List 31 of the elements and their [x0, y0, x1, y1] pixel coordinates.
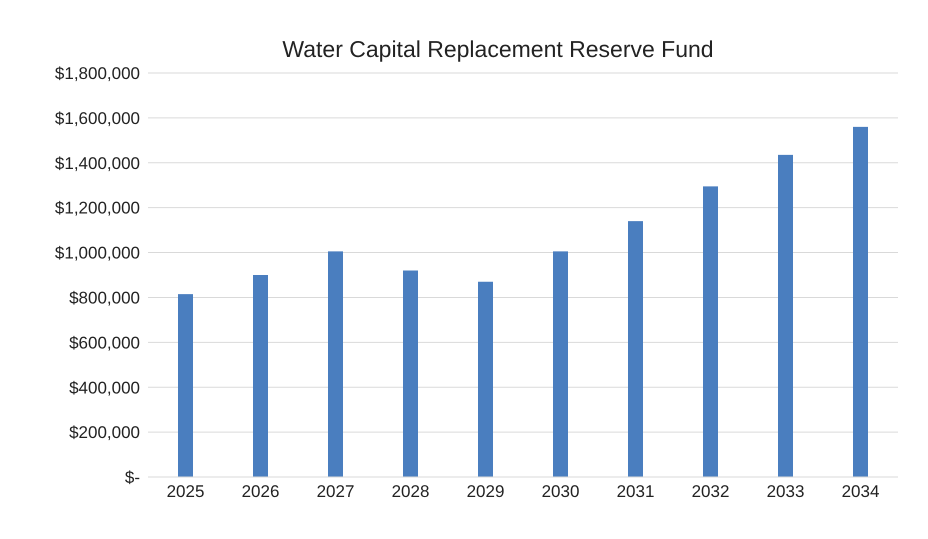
chart-title: Water Capital Replacement Reserve Fund [281, 35, 715, 63]
x-tick-label: 2028 [392, 482, 430, 502]
x-tick-label: 2031 [616, 482, 654, 502]
x-tick-label: 2027 [316, 482, 354, 502]
y-tick-label: $600,000 [69, 333, 140, 352]
x-tick-label: 2033 [766, 482, 804, 502]
bar [703, 186, 718, 477]
x-tick-label: 2032 [692, 482, 730, 502]
bar [178, 294, 193, 477]
y-tick-label: $1,800,000 [54, 64, 140, 84]
y-tick-label: $200,000 [69, 423, 140, 442]
bar [253, 275, 268, 477]
y-tick-label: $800,000 [69, 288, 140, 308]
x-tick-label: 2026 [242, 482, 280, 502]
bar [628, 221, 643, 477]
bar [778, 154, 793, 477]
y-tick-label: $400,000 [69, 378, 140, 398]
bar [403, 270, 418, 477]
bar [478, 282, 493, 477]
y-tick-label: $1,200,000 [54, 198, 140, 218]
y-tick-label: $- [124, 468, 140, 488]
x-tick-label: 2029 [466, 482, 504, 502]
x-tick-label: 2030 [542, 482, 580, 502]
y-tick-label: $1,000,000 [54, 244, 140, 263]
bar [328, 251, 343, 477]
x-tick-label: 2034 [842, 482, 880, 502]
x-tick-label: 2025 [166, 482, 204, 502]
bar [853, 126, 868, 477]
y-tick-label: $1,600,000 [54, 108, 140, 128]
bar [553, 251, 568, 477]
y-tick-label: $1,400,000 [54, 154, 140, 173]
